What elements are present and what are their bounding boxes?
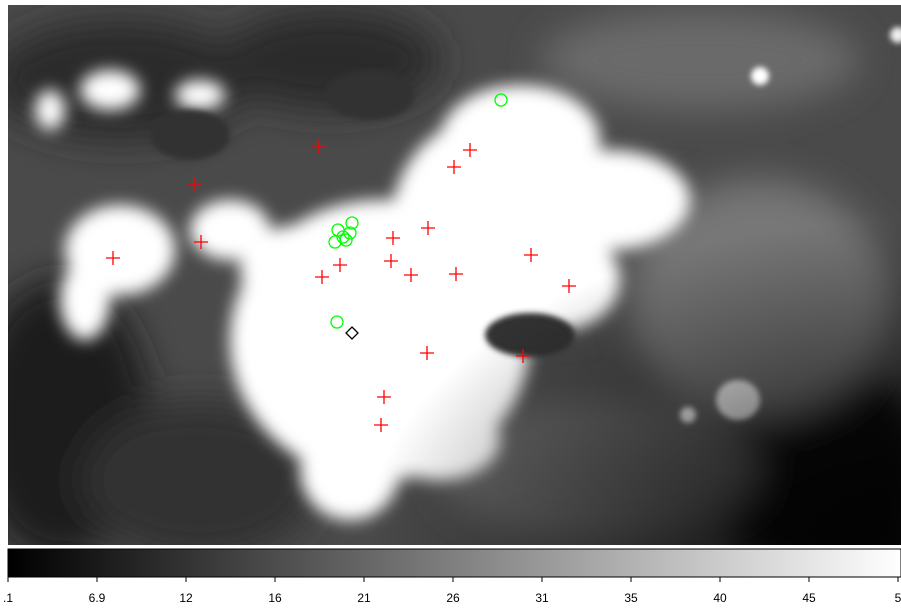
colorbar-label: 6.9 — [89, 591, 106, 605]
colorbar-ticks: .1 6.9 12 16 21 26 31 35 40 45 5 — [3, 577, 901, 605]
colorbar-label: 5 — [895, 591, 901, 605]
colorbar-label: .1 — [3, 591, 13, 605]
colorbar-label: 45 — [802, 591, 816, 605]
colorbar-label: 21 — [357, 591, 371, 605]
colorbar-label: 26 — [446, 591, 460, 605]
image-viewer: .1 6.9 12 16 21 26 31 35 40 45 5 — [0, 0, 901, 608]
colorbar-label: 16 — [268, 591, 282, 605]
colorbar — [8, 549, 901, 577]
colorbar-label: 12 — [179, 591, 193, 605]
colorbar-label: 40 — [713, 591, 727, 605]
colorbar-label: 31 — [535, 591, 549, 605]
colorbar-label: 35 — [624, 591, 638, 605]
nebula-image — [0, 5, 901, 580]
